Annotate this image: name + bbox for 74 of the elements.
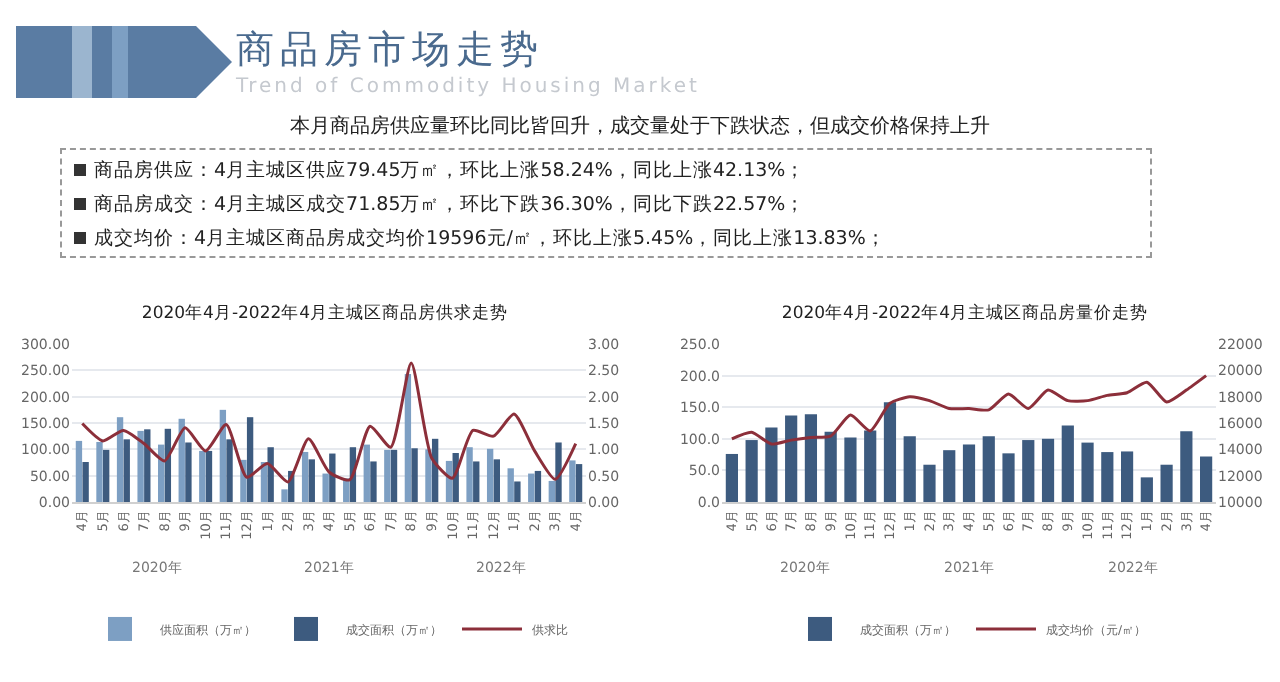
bar bbox=[548, 480, 555, 502]
bar bbox=[745, 440, 758, 502]
bar bbox=[824, 431, 837, 502]
text: 商品房成交：4月主城区成交71.85万㎡，环比下跌36.30%，同比下跌22.57%； bbox=[94, 194, 806, 216]
chart-title: 2020年4月-2022年4月主城区商品房供求走势 bbox=[141, 301, 509, 324]
line-series bbox=[80, 361, 578, 484]
bar bbox=[1160, 464, 1173, 502]
bar bbox=[1061, 425, 1074, 502]
bar bbox=[103, 449, 110, 502]
bar bbox=[569, 460, 576, 502]
text: 商品房供应：4月主城区供应79.45万㎡，环比上涨58.24%，同比上涨42.13%； bbox=[94, 160, 806, 182]
bar bbox=[534, 470, 542, 502]
bar bbox=[507, 468, 514, 502]
text: 本月商品房供应量环比同比皆回升，成交量处于下跌状态，但成交价格保持上升 bbox=[288, 113, 992, 140]
bar bbox=[384, 449, 391, 502]
bar bbox=[199, 450, 206, 502]
bar bbox=[1002, 453, 1015, 502]
text: 成交均价：4月主城区商品房成交均价19596元/㎡，环比上涨5.45%，同比上涨13.83%； bbox=[94, 228, 886, 250]
bar bbox=[425, 449, 432, 502]
bar bbox=[246, 417, 254, 502]
bar bbox=[1140, 477, 1153, 502]
bar bbox=[486, 448, 494, 502]
bar bbox=[1101, 452, 1114, 502]
bar bbox=[363, 444, 370, 502]
bar bbox=[943, 450, 956, 502]
bar bbox=[301, 451, 309, 502]
bar bbox=[473, 461, 480, 502]
bar bbox=[765, 427, 778, 502]
bar bbox=[185, 442, 192, 502]
bar bbox=[123, 439, 130, 502]
bar bbox=[370, 461, 377, 502]
bar bbox=[226, 439, 233, 502]
bar bbox=[844, 437, 857, 502]
bar bbox=[493, 459, 500, 502]
bar bbox=[308, 459, 315, 502]
bar bbox=[82, 461, 89, 502]
bar bbox=[1180, 431, 1193, 502]
bar bbox=[96, 441, 103, 502]
bar bbox=[137, 430, 144, 502]
bar bbox=[1081, 442, 1094, 502]
bar bbox=[322, 473, 329, 502]
text: 商品房市场走势 bbox=[236, 26, 544, 76]
bar bbox=[329, 453, 336, 502]
bar bbox=[75, 440, 83, 502]
bar bbox=[1200, 456, 1213, 502]
bar bbox=[903, 436, 916, 502]
bar bbox=[466, 447, 473, 502]
bar bbox=[1022, 440, 1035, 502]
bar bbox=[982, 436, 995, 502]
bar bbox=[411, 448, 418, 502]
bar bbox=[281, 489, 288, 502]
bar bbox=[864, 430, 877, 502]
bar bbox=[404, 374, 412, 502]
bar bbox=[514, 481, 521, 502]
bar bbox=[1041, 438, 1055, 502]
bar bbox=[725, 453, 738, 502]
bar bbox=[267, 447, 274, 502]
text: Trend of Commodity Housing Market bbox=[236, 76, 700, 98]
bar bbox=[528, 473, 535, 502]
line-series bbox=[730, 374, 1208, 446]
bar bbox=[205, 450, 213, 502]
bar bbox=[883, 402, 897, 502]
bar bbox=[116, 417, 124, 502]
bar bbox=[144, 429, 151, 502]
bar bbox=[923, 464, 936, 502]
bar bbox=[219, 409, 227, 502]
bar bbox=[785, 415, 798, 502]
bar bbox=[962, 444, 976, 502]
bar bbox=[1120, 451, 1134, 502]
chart-title: 2020年4月-2022年4月主城区商品房量价走势 bbox=[781, 301, 1149, 324]
bar bbox=[390, 449, 398, 502]
bar bbox=[804, 414, 818, 502]
bar bbox=[555, 442, 562, 502]
bar bbox=[575, 464, 583, 502]
